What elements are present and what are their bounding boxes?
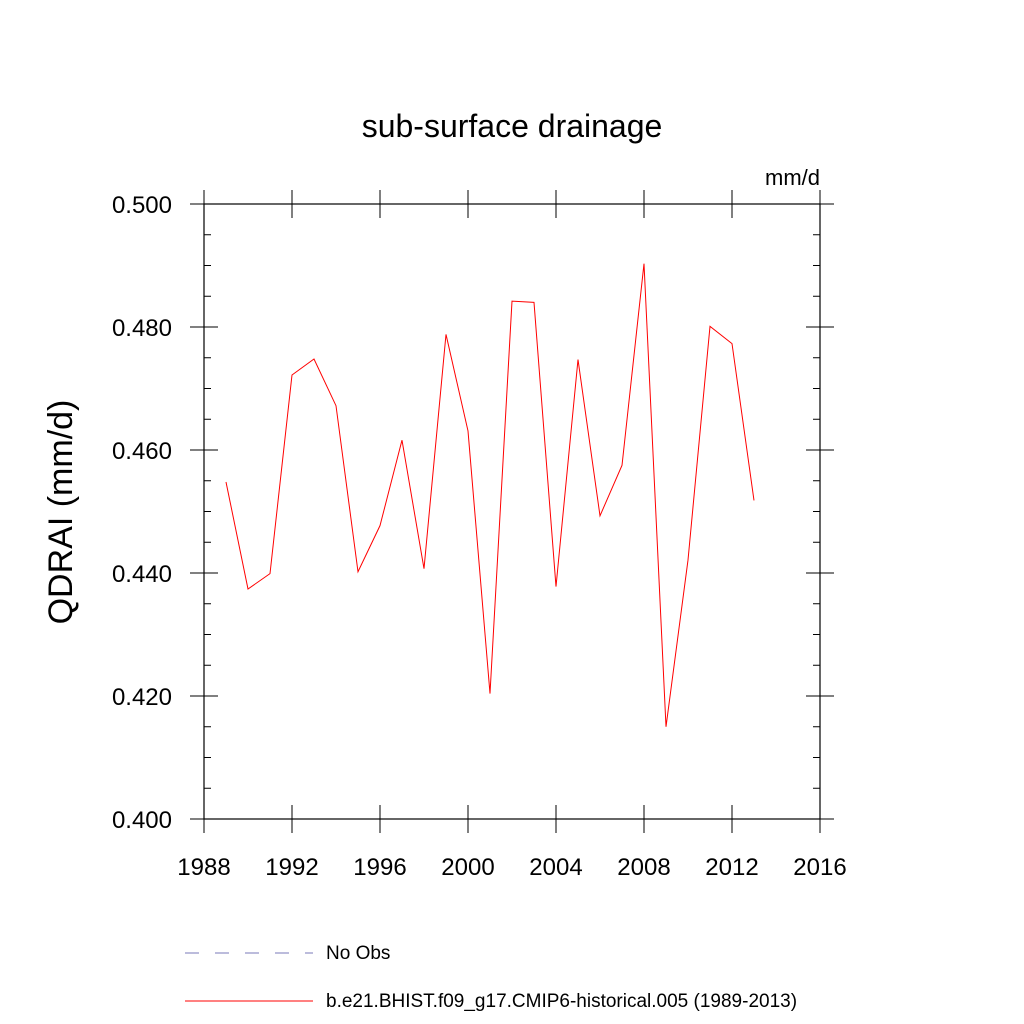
- y-tick-label: 0.500: [112, 192, 172, 219]
- x-axis-ticks: [203, 190, 821, 833]
- y-tick-label: 0.460: [112, 438, 172, 465]
- y-axis-ticks: [190, 203, 834, 820]
- series-line: [225, 263, 755, 727]
- y-tick-label: 0.420: [112, 684, 172, 711]
- x-tick-label: 1992: [265, 854, 318, 881]
- y-axis-title: QDRAI (mm/d): [42, 400, 80, 625]
- x-tick-label: 2016: [793, 854, 846, 881]
- y-axis-tick-labels: 0.400 0.420 0.440 0.460 0.480 0.500: [112, 192, 172, 834]
- plot-frame: [203, 203, 821, 820]
- x-axis-tick-labels: 1988 1992 1996 2000 2004 2008 2012 2016: [177, 854, 846, 881]
- x-tick-label: 2008: [617, 854, 670, 881]
- legend: No Obs b.e21.BHIST.f09_g17.CMIP6-histori…: [185, 943, 797, 1012]
- x-tick-label: 1996: [353, 854, 406, 881]
- x-tick-label: 2000: [441, 854, 494, 881]
- legend-label-model: b.e21.BHIST.f09_g17.CMIP6-historical.005…: [326, 991, 797, 1012]
- x-tick-label: 2004: [529, 854, 582, 881]
- chart-title: sub-surface drainage: [362, 108, 663, 144]
- units-label: mm/d: [765, 165, 820, 190]
- legend-label-no-obs: No Obs: [326, 943, 390, 964]
- y-tick-label: 0.440: [112, 561, 172, 588]
- y-tick-label: 0.400: [112, 807, 172, 834]
- x-tick-label: 2012: [705, 854, 758, 881]
- y-tick-label: 0.480: [112, 315, 172, 342]
- x-tick-label: 1988: [177, 854, 230, 881]
